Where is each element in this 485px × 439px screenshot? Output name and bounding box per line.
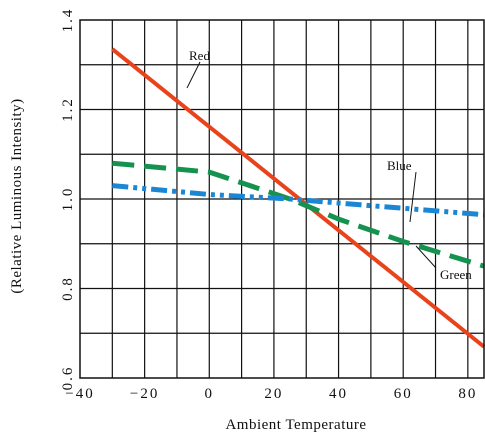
blue-label-leader <box>409 171 417 223</box>
x-tick-label: −40 <box>65 386 94 402</box>
x-axis-title: Ambient Temperature <box>225 417 366 433</box>
x-tick-labels: −40 −20 0 20 40 60 80 <box>65 386 477 402</box>
green-label-leader <box>415 245 437 269</box>
series-line-blue <box>112 183 485 218</box>
grid <box>80 20 484 378</box>
red-label-leader <box>186 61 201 89</box>
x-tick-label: 20 <box>264 386 283 402</box>
y-tick-label: 1.4 <box>60 8 76 33</box>
x-tick-label: −20 <box>130 386 159 402</box>
x-tick-label: 40 <box>329 386 348 402</box>
x-tick-label: 80 <box>458 386 477 402</box>
plot-border <box>79 19 485 379</box>
plot-frame <box>79 19 485 379</box>
y-tick-labels: 0.6 0.8 1.0 1.2 1.4 <box>60 8 76 391</box>
y-tick-label: 1.2 <box>60 97 76 122</box>
y-tick-label: 1.0 <box>60 187 76 212</box>
x-tick-label: 0 <box>205 386 215 402</box>
y-tick-label: 0.8 <box>60 276 76 301</box>
series-label-green: Green <box>440 267 472 282</box>
y-tick-label: 0.6 <box>60 366 76 391</box>
series-line-green <box>112 160 485 269</box>
series-lines <box>111 47 485 349</box>
series-label-blue: Blue <box>387 158 412 173</box>
x-tick-label: 60 <box>394 386 413 402</box>
y-axis-title: (Relative Luminous Intensity) <box>9 98 25 293</box>
series-label-red: Red <box>189 48 210 63</box>
